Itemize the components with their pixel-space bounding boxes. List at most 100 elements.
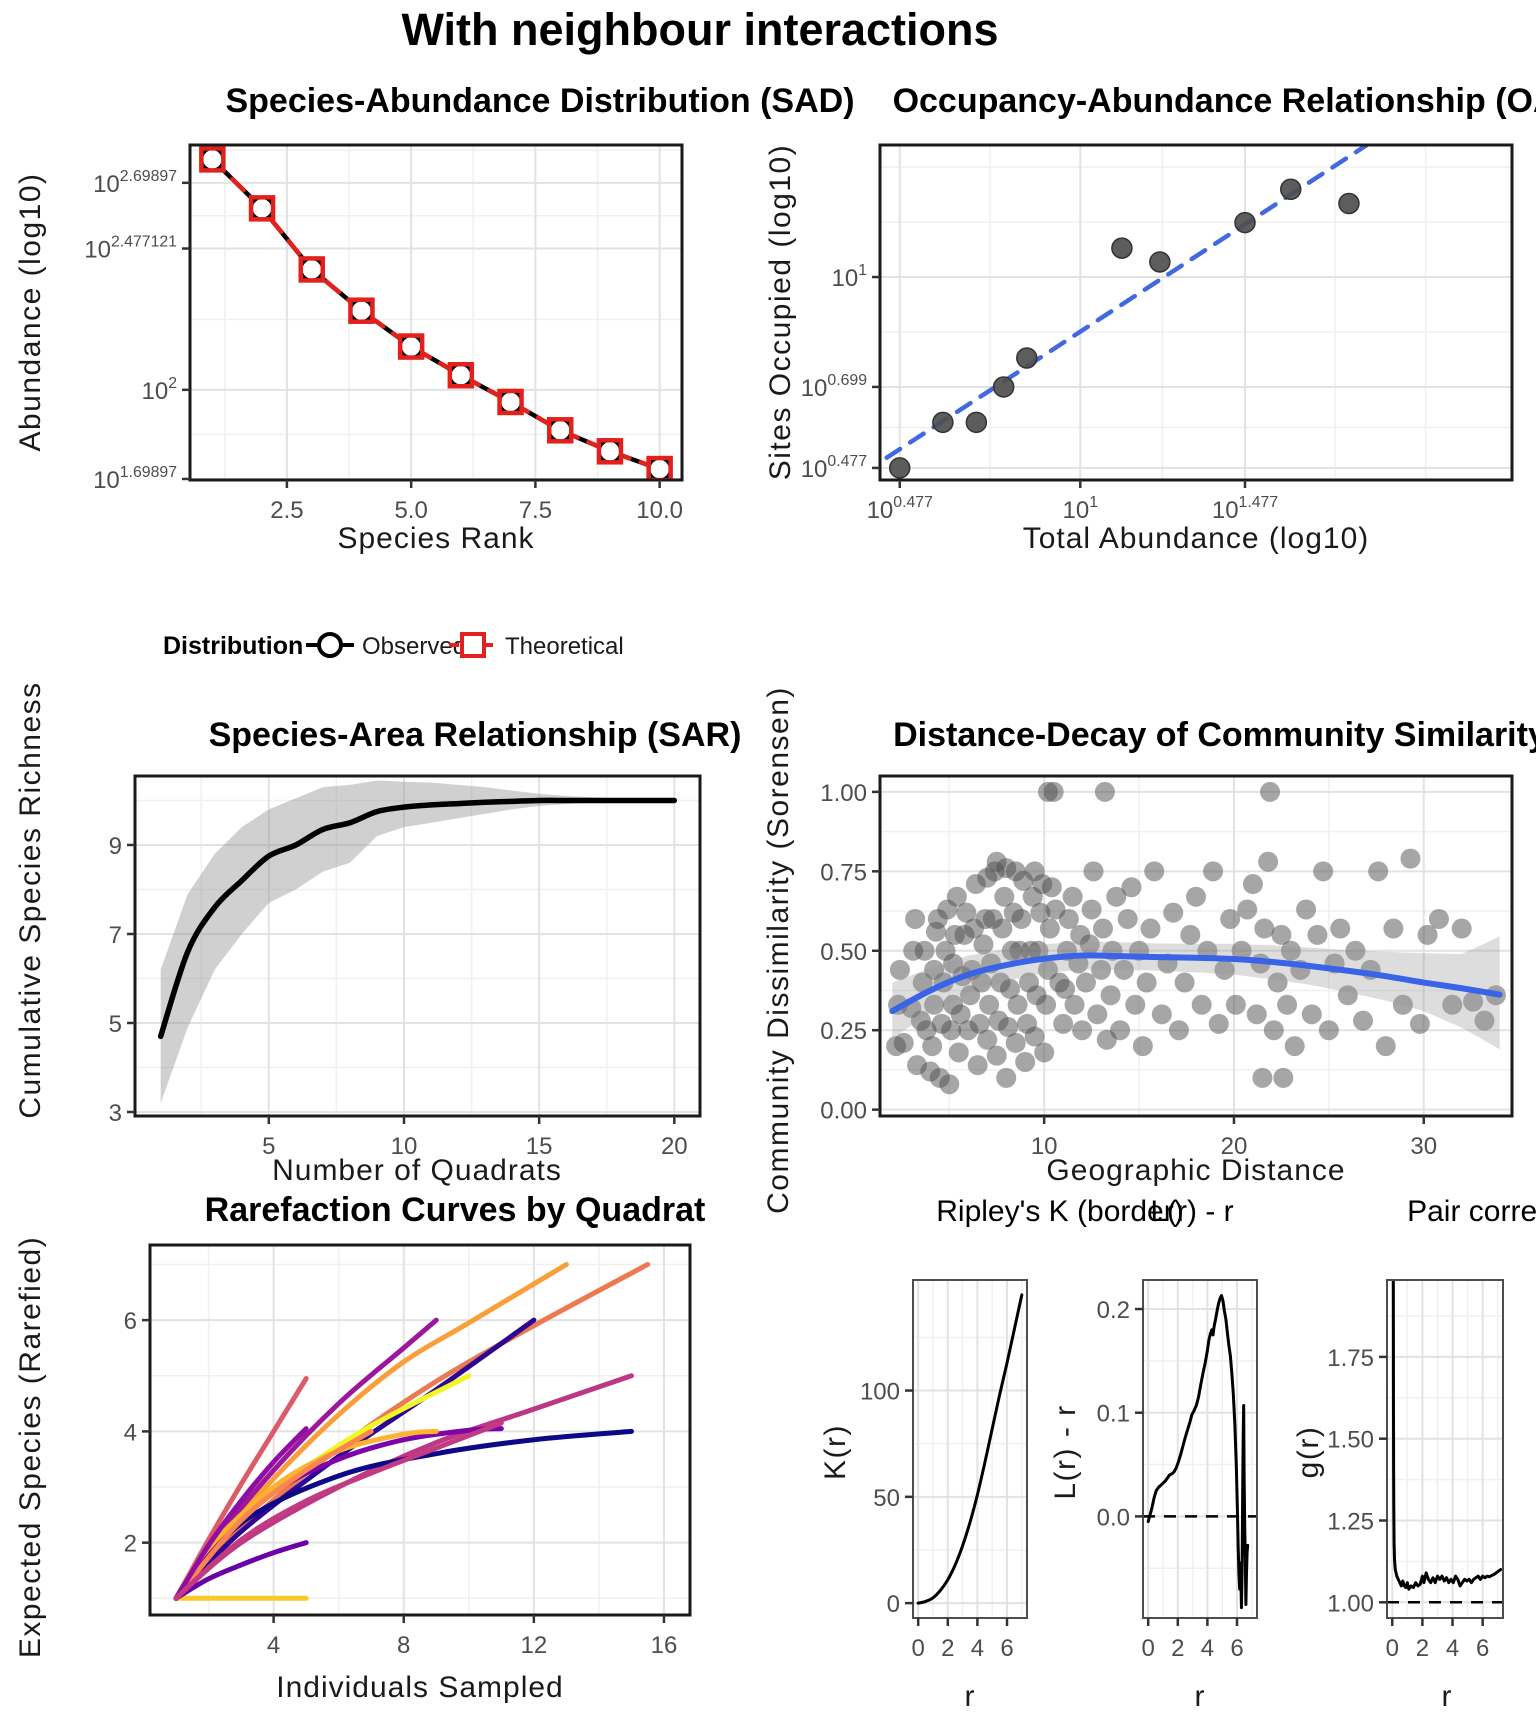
oar-points — [1234, 211, 1256, 234]
dissimilarity-points — [893, 1032, 914, 1053]
dissimilarity-points — [1260, 781, 1281, 802]
dissimilarity-points — [1015, 1051, 1036, 1072]
dissimilarity-points — [912, 972, 933, 993]
observed-points — [597, 438, 623, 465]
dissimilarity-points — [1072, 1020, 1093, 1041]
gridlines — [913, 1280, 1027, 1618]
oar-points — [1111, 237, 1133, 259]
svg-text:2.5: 2.5 — [270, 497, 303, 524]
dissimilarity-points — [1055, 978, 1076, 999]
svg-text:Community Dissimilarity (Soren: Community Dissimilarity (Sorensen) — [762, 686, 795, 1214]
theoretical-points — [248, 195, 276, 222]
panel-border — [188, 143, 684, 482]
svg-text:6: 6 — [1230, 1635, 1243, 1662]
svg-text:0: 0 — [1142, 1635, 1155, 1662]
observed-points — [448, 362, 474, 388]
svg-text:r: r — [1442, 1680, 1453, 1713]
observed-points — [348, 297, 375, 324]
svg-text:0: 0 — [887, 1591, 900, 1618]
panel-border — [912, 1279, 1028, 1619]
gridlines — [1387, 1280, 1503, 1618]
observed-points — [249, 195, 275, 222]
theoretical-points — [596, 438, 624, 465]
svg-text:10: 10 — [391, 1133, 418, 1160]
theoretical-points — [397, 333, 425, 360]
dissimilarity-points — [1400, 848, 1421, 869]
svg-text:101.477: 101.477 — [1212, 494, 1278, 524]
dissimilarity-points — [1231, 940, 1252, 961]
distribution-legend: Distribution Observed Theoretical — [163, 632, 624, 660]
dissimilarity-points — [1409, 1013, 1430, 1034]
svg-text:Expected Species (Rarefied): Expected Species (Rarefied) — [14, 1236, 47, 1658]
svg-text:3: 3 — [109, 1100, 122, 1127]
dissimilarity-points — [1094, 781, 1115, 802]
svg-text:5: 5 — [262, 1133, 275, 1160]
dissimilarity-points — [914, 940, 935, 961]
species-abundance-distribution-panel: 2.5 5.0 7.5 10.0 102.69897 102.477121 102 101.6… — [14, 82, 855, 555]
svg-text:L(r) - r: L(r) - r — [1049, 1404, 1082, 1499]
quadrat-curve — [173, 1540, 309, 1601]
dissimilarity-points — [1442, 994, 1463, 1015]
square-icon — [449, 632, 497, 658]
theoretical-points — [546, 417, 574, 444]
svg-text:15: 15 — [526, 1133, 553, 1160]
svg-text:6: 6 — [124, 1308, 137, 1335]
dissimilarity-points — [1313, 861, 1334, 882]
panel-border — [878, 774, 1514, 1118]
theoretical-points — [646, 455, 673, 480]
dissimilarity-points — [1036, 994, 1057, 1015]
svg-text:102.69897: 102.69897 — [93, 168, 177, 198]
oar-points — [1338, 192, 1360, 215]
dissimilarity-points — [924, 994, 945, 1015]
theoretical-points — [199, 146, 226, 173]
quadrat-curve — [173, 1420, 504, 1601]
svg-text:100.477: 100.477 — [801, 453, 867, 483]
panel-border — [1142, 1279, 1258, 1619]
quadrat-curve — [173, 1317, 537, 1601]
svg-text:Rarefaction Curves by Quadrat: Rarefaction Curves by Quadrat — [205, 1191, 706, 1229]
axes: 2.5 5.0 7.5 10.0 102.69897 102.477121 102 101.6… — [84, 168, 683, 524]
pcf-curve — [1391, 1280, 1503, 1591]
dissimilarity-points — [996, 1067, 1017, 1088]
dissimilarity-points — [1474, 1010, 1495, 1031]
svg-text:6: 6 — [1000, 1635, 1013, 1662]
dissimilarity-points — [1273, 1067, 1294, 1088]
svg-text:2: 2 — [941, 1635, 954, 1662]
dissimilarity-points — [960, 985, 981, 1006]
svg-text:Occupancy-Abundance Relationsh: Occupancy-Abundance Relationship (OAR) — [893, 82, 1536, 120]
svg-text:7.5: 7.5 — [519, 497, 552, 524]
dissimilarity-points — [916, 1020, 937, 1041]
dissimilarity-points — [946, 886, 967, 907]
svg-text:100.699: 100.699 — [801, 372, 868, 402]
dissimilarity-points — [1081, 899, 1102, 920]
dissimilarity-points — [1100, 985, 1121, 1006]
svg-text:1.50: 1.50 — [1327, 1427, 1374, 1454]
quadrat-curve — [173, 1428, 374, 1601]
svg-text:Ripley's K (border): Ripley's K (border) — [936, 1195, 1183, 1228]
observed-points — [547, 417, 573, 444]
svg-text:Total Abundance (log10): Total Abundance (log10) — [1023, 522, 1370, 555]
dissimilarity-points — [1208, 1013, 1229, 1034]
dissimilarity-points — [1214, 959, 1235, 980]
dissimilarity-points — [1203, 861, 1224, 882]
dissimilarity-points — [1028, 940, 1049, 961]
dissimilarity-points — [992, 918, 1013, 939]
species-area-relationship-panel: 5 10 15 20 3 5 7 9 Species-Area Relationship (SA… — [14, 681, 741, 1187]
oar-points — [1016, 347, 1038, 369]
dissimilarity-points — [969, 1013, 990, 1034]
dissimilarity-points — [1301, 1004, 1322, 1025]
theoretical-points — [497, 388, 524, 416]
dissimilarity-points — [1174, 972, 1195, 993]
svg-text:30: 30 — [1410, 1133, 1437, 1160]
theoretical-points — [298, 256, 326, 283]
svg-text:4: 4 — [971, 1635, 984, 1662]
dissimilarity-points — [979, 994, 1000, 1015]
dissimilarity-points — [1000, 978, 1021, 999]
oar-points — [1149, 251, 1171, 273]
plot-background — [135, 776, 700, 1116]
dissimilarity-points — [905, 908, 926, 929]
svg-text:g(r): g(r) — [1292, 1426, 1325, 1479]
series-layer — [1143, 1294, 1257, 1610]
